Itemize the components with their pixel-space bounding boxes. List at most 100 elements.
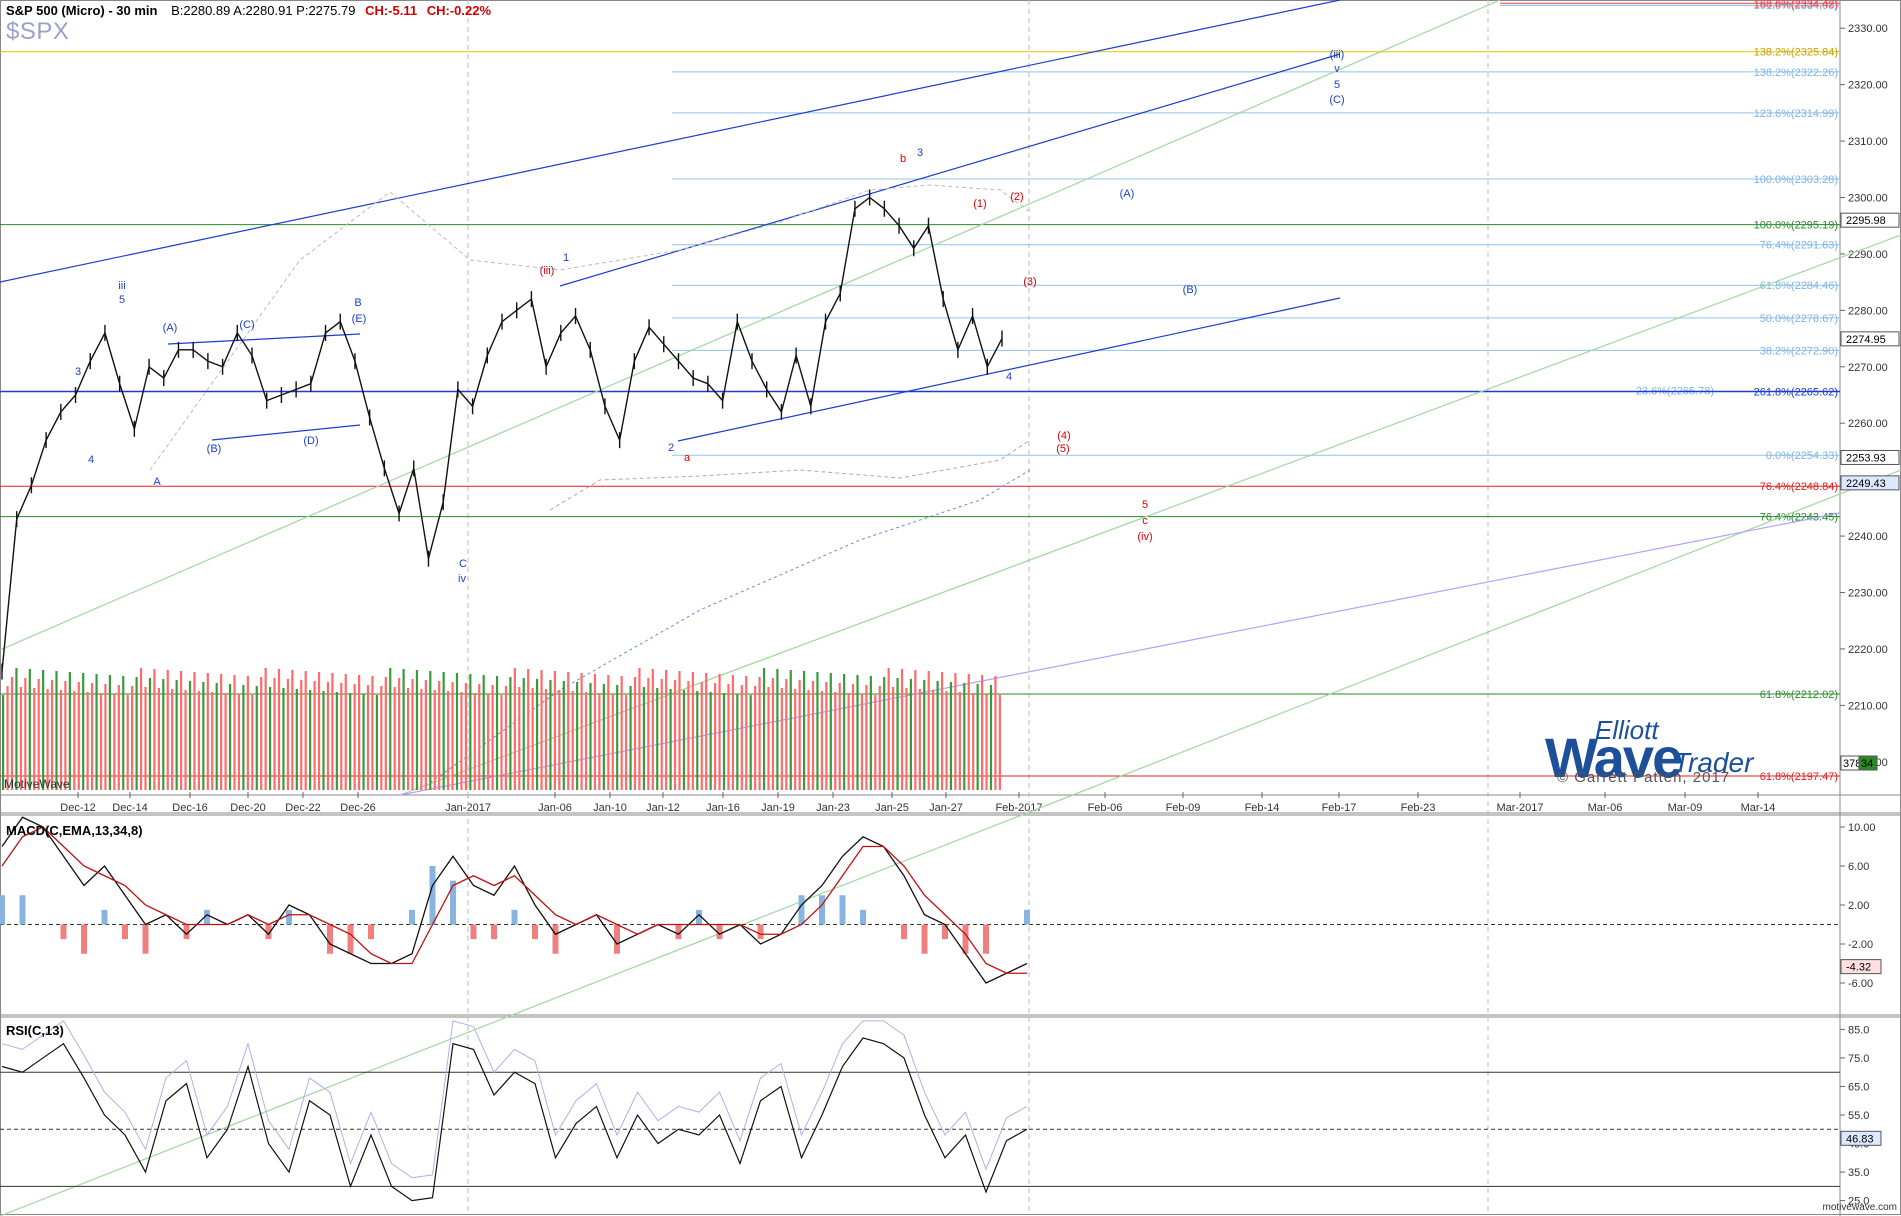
fib-level-label: 100.0%(2303.28) [1754,174,1838,186]
volume-bar [593,674,597,790]
price-close-line [1,196,1003,672]
trend-line [677,297,1341,442]
volume-bar [366,685,370,790]
volume-bar [326,682,330,790]
macd-y-tick-label: 2.00 [1848,900,1869,912]
volume-bar [37,679,40,790]
rsi-value-label: 46.83 [1846,1133,1874,1145]
volume-bar [335,692,338,790]
volume-bar [798,680,801,790]
volume-bar [825,682,828,790]
x-tick-label: Feb-17 [1322,802,1357,814]
volume-bar [429,671,432,790]
x-tick-label: Feb-14 [1245,802,1280,814]
volume-bar [883,677,886,790]
volume-bar [584,692,588,790]
volume-bar [705,673,708,790]
volume-bar [148,678,152,790]
volume-bar [233,675,236,790]
x-tick-label: Dec-26 [340,802,375,814]
x-tick-label: Jan-10 [593,802,627,814]
volume-bar [843,674,846,790]
macd-histogram-bar [491,924,497,940]
wave-label: (C) [239,319,254,331]
volume-bar [340,683,343,790]
wave-label: (D) [303,435,318,447]
wave-label: a [684,452,691,464]
volume-bar [411,679,414,790]
volume-bar [291,670,294,790]
macd-histogram-bar [122,924,128,940]
macd-value-box [1840,959,1882,975]
macd-y-tick-label: 10.00 [1848,822,1876,834]
fib-level-label: 50.0%(2278.67) [1760,313,1838,325]
volume-bar [251,695,254,790]
macd-histogram-bar [101,909,108,925]
macd-histogram-bar [675,924,682,940]
wave-label: 5 [119,294,125,306]
volume-bar [731,675,734,790]
volume-bar [264,668,267,790]
volume-bar [932,690,935,790]
y-tick-label: 2330.00 [1848,23,1888,35]
macd-histogram-bar [0,895,5,925]
volume-bar [771,678,775,790]
footer-label: motivewave.com [1822,1202,1897,1213]
volume-bar [927,671,930,790]
volume-bar [625,695,628,790]
y-tick-label: 2240.00 [1848,531,1888,543]
volume-bar [86,692,89,790]
macd-histogram-bar [819,895,825,925]
volume-bar [553,671,556,790]
volume-bar [718,674,721,790]
volume-bar [945,691,948,790]
volume-bar [304,671,307,790]
volume-bar [113,694,116,790]
volume-box-label: 34 [1861,758,1873,770]
x-tick-label: Dec-12 [60,802,95,814]
trend-line [0,0,1341,283]
volume-bar [473,693,476,790]
volume-bar [500,695,503,790]
volume-bar [491,685,494,790]
volume-bar [313,681,316,790]
rsi-y-tick-label: 55.0 [1848,1110,1869,1122]
volume-bar [211,692,214,790]
volume-bar [816,672,819,790]
y-tick-label: 2310.00 [1848,136,1888,148]
volume-bar [162,679,165,790]
volume-bar [19,687,22,790]
x-tick-label: Jan-19 [761,802,795,814]
x-tick-label: Jan-16 [706,802,740,814]
volume-bar [180,671,183,790]
volume-bar [611,694,614,790]
fib-level-label: 261.8%(2265.62) [1754,387,1838,399]
volume-bar [286,679,289,790]
volume-bar [135,677,138,790]
volume-bar [202,682,205,790]
volume-bar [50,680,54,790]
volume-bar [273,678,276,790]
volume-bar [740,685,743,790]
volume-bar [460,692,463,790]
macd-histogram-bar [286,909,292,925]
volume-bar [504,686,508,790]
volume-bar [936,681,939,790]
macd-histogram-bar [511,909,518,925]
volume-bar [865,685,868,790]
volume-bar [963,683,966,790]
fib-level-label: 168.6%(2334.42) [1754,0,1838,10]
price-box-label: 2274.95 [1846,334,1886,346]
rsi-y-tick-label: 25.0 [1848,1196,1869,1208]
volume-bar [602,684,605,790]
macd-histogram-bar [1024,909,1030,925]
volume-bar [215,683,218,790]
volume-bar [131,686,134,790]
volume-bar [24,678,27,790]
volume-bar [269,687,272,790]
macd-histogram-bar [552,924,559,954]
wave-label: (iv) [1137,531,1152,543]
volume-bar [28,669,31,790]
macd-histogram-bar [532,924,538,940]
volume-bar [415,670,419,790]
